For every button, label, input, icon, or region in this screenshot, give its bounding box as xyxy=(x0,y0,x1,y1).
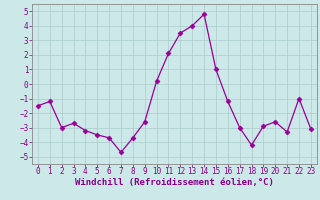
X-axis label: Windchill (Refroidissement éolien,°C): Windchill (Refroidissement éolien,°C) xyxy=(75,178,274,187)
